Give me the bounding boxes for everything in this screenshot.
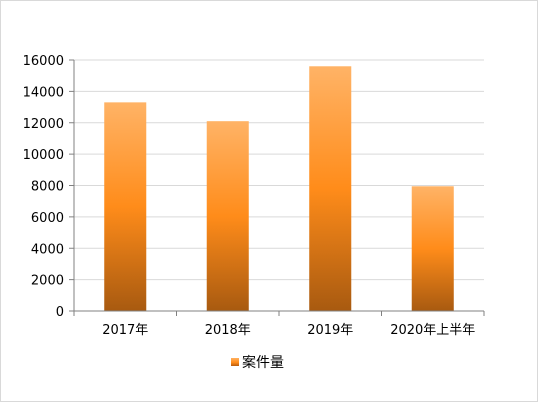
y-tick-label: 4000 [31, 242, 64, 257]
legend-swatch [231, 358, 239, 366]
y-tick-label: 10000 [23, 148, 64, 163]
y-tick-label: 0 [56, 305, 64, 320]
bar [206, 121, 249, 312]
x-tick-label: 2018年 [205, 323, 251, 338]
bar [411, 186, 454, 311]
y-tick-label: 8000 [31, 180, 64, 195]
y-tick-label: 16000 [23, 54, 64, 69]
y-tick-label: 14000 [23, 85, 64, 100]
y-tick-label: 2000 [31, 274, 64, 289]
y-tick-label: 12000 [23, 117, 64, 132]
legend-label: 案件量 [242, 355, 284, 371]
bar [309, 66, 352, 312]
x-tick-label: 2017年 [102, 323, 148, 338]
y-tick-label: 6000 [31, 211, 64, 226]
legend: 案件量 [231, 352, 284, 372]
tick-labels: 0 2000 4000 6000 8000 10000 12000 14000 16000 201… [23, 54, 476, 338]
x-tick-label: 2020年上半年 [390, 323, 475, 338]
x-tick-label: 2019年 [307, 323, 353, 338]
bar [104, 102, 147, 311]
bars [104, 66, 454, 312]
axes [69, 59, 485, 316]
